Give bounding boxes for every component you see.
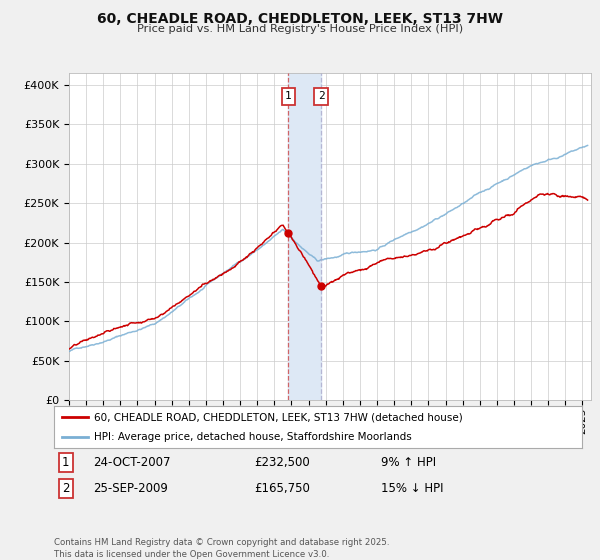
Text: 60, CHEADLE ROAD, CHEDDLETON, LEEK, ST13 7HW (detached house): 60, CHEADLE ROAD, CHEDDLETON, LEEK, ST13… (94, 412, 463, 422)
Text: £232,500: £232,500 (254, 456, 310, 469)
Text: 24-OCT-2007: 24-OCT-2007 (94, 456, 171, 469)
Text: 60, CHEADLE ROAD, CHEDDLETON, LEEK, ST13 7HW: 60, CHEADLE ROAD, CHEDDLETON, LEEK, ST13… (97, 12, 503, 26)
Text: Contains HM Land Registry data © Crown copyright and database right 2025.
This d: Contains HM Land Registry data © Crown c… (54, 538, 389, 559)
Text: 1: 1 (285, 91, 292, 101)
Text: 15% ↓ HPI: 15% ↓ HPI (382, 482, 444, 495)
Text: 2: 2 (62, 482, 70, 495)
Text: 2: 2 (318, 91, 325, 101)
Text: £165,750: £165,750 (254, 482, 311, 495)
Text: 25-SEP-2009: 25-SEP-2009 (94, 482, 169, 495)
Bar (288, 73, 321, 400)
Text: 9% ↑ HPI: 9% ↑ HPI (382, 456, 436, 469)
Text: Price paid vs. HM Land Registry's House Price Index (HPI): Price paid vs. HM Land Registry's House … (137, 24, 463, 34)
Text: 1: 1 (62, 456, 70, 469)
Text: HPI: Average price, detached house, Staffordshire Moorlands: HPI: Average price, detached house, Staf… (94, 432, 412, 442)
